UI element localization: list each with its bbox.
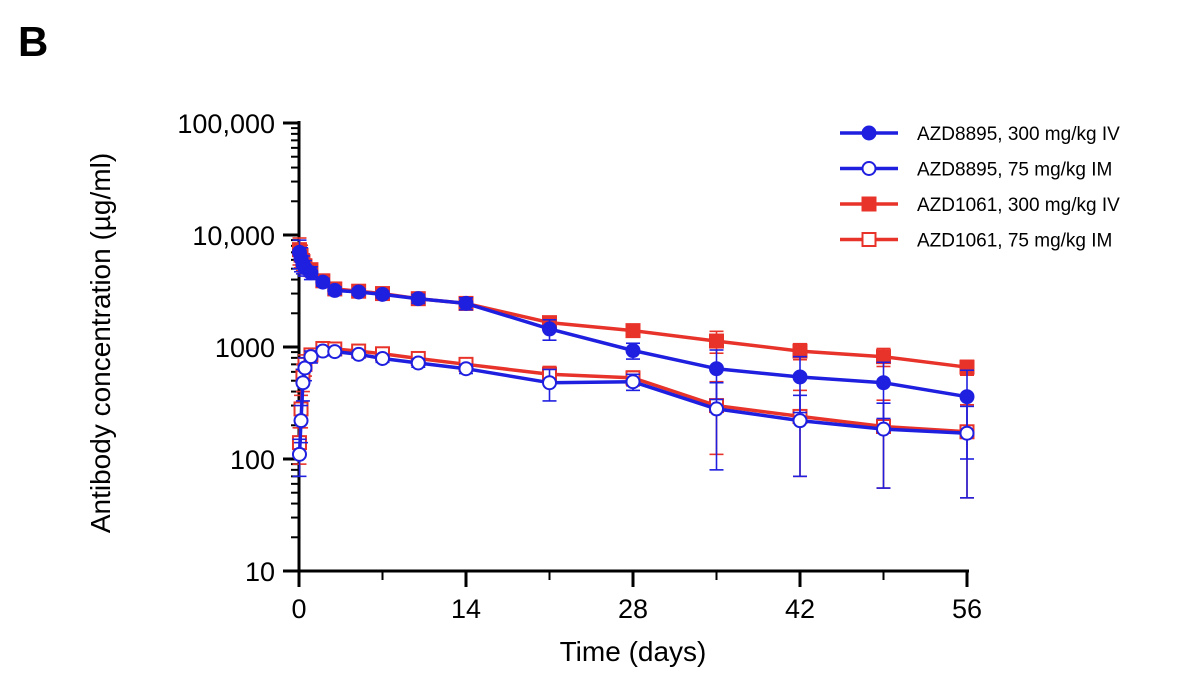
- y-tick-label: 100: [230, 445, 275, 475]
- data-point: [876, 375, 891, 391]
- data-point: [315, 274, 331, 290]
- data-point: [959, 425, 975, 441]
- data-point: [410, 291, 426, 307]
- y-tick-label: 10: [245, 557, 275, 587]
- panel-label: B: [18, 18, 49, 65]
- data-point: [876, 421, 891, 437]
- data-point: [709, 333, 724, 349]
- data-point: [327, 282, 343, 298]
- data-point: [959, 389, 975, 405]
- data-point: [375, 286, 390, 302]
- data-point: [375, 350, 390, 366]
- data-point: [351, 346, 367, 362]
- series-3: [291, 340, 975, 499]
- series-1: [291, 343, 975, 499]
- legend-marker: [861, 161, 877, 176]
- legend-marker: [861, 232, 877, 247]
- data-point: [876, 349, 891, 365]
- legend-item: AZD8895, 75 mg/kg IM: [840, 160, 1112, 181]
- series-0: [291, 239, 975, 460]
- legend: AZD8895, 300 mg/kg IV AZD8895, 75 mg/kg I…: [840, 124, 1120, 252]
- data-point: [625, 374, 641, 390]
- x-tick-label: 42: [785, 594, 815, 624]
- legend-marker: [861, 196, 877, 212]
- y-axis-title: Antibody concentration (µg/ml): [85, 153, 116, 533]
- data-point: [542, 375, 557, 391]
- x-tick-label: 56: [952, 594, 982, 624]
- series-layer: [291, 237, 975, 499]
- data-point: [295, 375, 311, 391]
- data-point: [297, 360, 313, 376]
- legend-item: AZD1061, 75 mg/kg IM: [840, 231, 1112, 252]
- legend-item: AZD1061, 300 mg/kg IV: [840, 195, 1120, 216]
- data-point: [625, 343, 641, 359]
- data-point: [792, 369, 808, 385]
- data-point: [303, 349, 319, 365]
- data-point: [542, 321, 557, 337]
- data-point: [327, 344, 343, 360]
- legend-label: AZD1061, 300 mg/kg IV: [917, 195, 1120, 216]
- data-point: [792, 343, 808, 359]
- data-point: [410, 355, 426, 371]
- y-tick-label: 1000: [215, 333, 275, 363]
- data-point: [458, 361, 474, 377]
- data-point: [458, 295, 474, 311]
- series-line: [297, 349, 968, 455]
- x-tick-label: 28: [618, 594, 648, 624]
- legend-label: AZD8895, 75 mg/kg IM: [917, 160, 1112, 181]
- data-point: [303, 265, 319, 281]
- legend-marker: [861, 125, 877, 141]
- y-tick-label: 100,000: [177, 109, 275, 139]
- legend-label: AZD1061, 75 mg/kg IM: [917, 231, 1112, 252]
- data-point: [351, 284, 367, 300]
- data-point: [625, 323, 641, 339]
- data-point: [709, 361, 724, 377]
- data-point: [792, 413, 808, 429]
- x-tick-label: 14: [451, 594, 481, 624]
- data-point: [293, 413, 309, 429]
- y-tick-label: 10,000: [192, 221, 275, 251]
- x-tick-label: 0: [291, 594, 306, 624]
- legend-item: AZD8895, 300 mg/kg IV: [840, 124, 1120, 145]
- x-axis-title: Time (days): [560, 636, 707, 667]
- legend-label: AZD8895, 300 mg/kg IV: [917, 124, 1120, 145]
- data-point: [291, 446, 307, 462]
- data-point: [709, 401, 724, 417]
